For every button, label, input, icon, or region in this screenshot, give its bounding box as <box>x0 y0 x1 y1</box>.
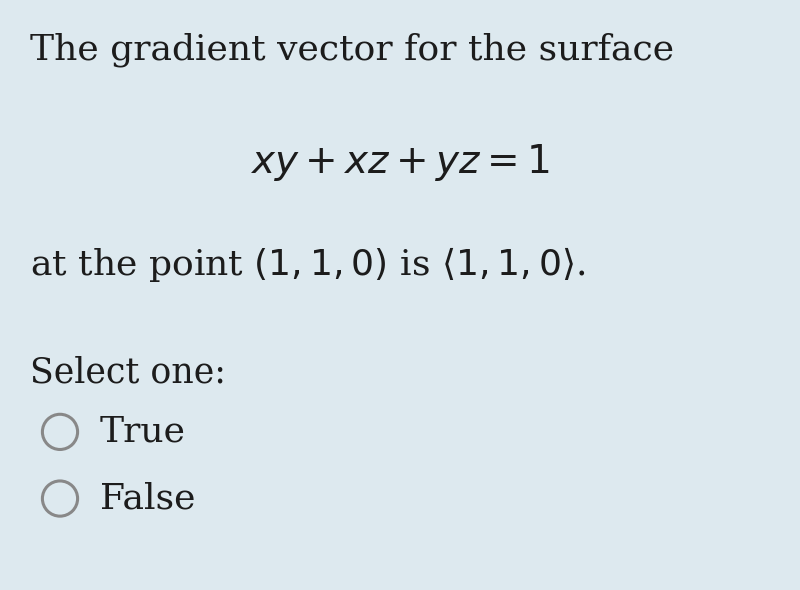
Text: at the point $(1, 1, 0)$ is $\langle 1, 1, 0\rangle$.: at the point $(1, 1, 0)$ is $\langle 1, … <box>30 245 585 284</box>
Text: Select one:: Select one: <box>30 355 226 389</box>
Text: $xy + xz + yz = 1$: $xy + xz + yz = 1$ <box>250 142 550 182</box>
Text: The gradient vector for the surface: The gradient vector for the surface <box>30 32 674 67</box>
Text: False: False <box>100 481 195 516</box>
Text: True: True <box>100 415 186 449</box>
